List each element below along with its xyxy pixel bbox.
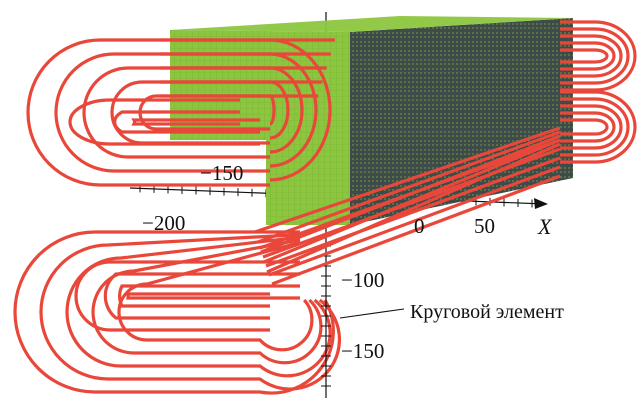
z-tick-label-neg100: −100 xyxy=(341,268,384,292)
right-coil-upper-bend xyxy=(560,48,609,64)
lower-coil-turn xyxy=(117,240,314,352)
coil-lead xyxy=(268,165,561,277)
coil-lead xyxy=(260,134,561,254)
x-tick-label-neg200: −200 xyxy=(142,211,185,235)
annotation-leader-line xyxy=(339,308,405,319)
upper-coil-inner-loop xyxy=(113,110,260,134)
upper-coil-bend xyxy=(160,52,318,168)
x-tick-label-neg150: −150 xyxy=(200,161,243,185)
right-coil-upper-bend xyxy=(560,41,616,71)
lower-coil-turn xyxy=(13,230,335,395)
right-coil-lower-bend xyxy=(560,104,623,150)
lower-coil-turn xyxy=(65,235,332,378)
right-coil-lower-bend xyxy=(560,90,637,164)
x-axis-name: X xyxy=(537,214,553,239)
upper-coil-turn xyxy=(110,80,323,145)
upper-coil-bend xyxy=(160,38,332,182)
right-coil-turns xyxy=(560,20,637,164)
mesh-top-face xyxy=(170,16,573,32)
lower-coil-inner-loop xyxy=(126,292,300,300)
lower-coil-inner-loop xyxy=(103,272,300,320)
lower-coil-inner-loop xyxy=(74,260,300,332)
x-tick-label-0: 0 xyxy=(414,214,425,238)
right-coil-upper-bend xyxy=(560,34,623,78)
lower-coil-turn xyxy=(91,238,323,365)
right-coil-lower-bend xyxy=(560,118,609,136)
upper-coil-turn xyxy=(82,66,327,159)
upper-coil-bend xyxy=(160,80,290,140)
coil-lead xyxy=(263,138,561,264)
upper-coil-inner-loop xyxy=(68,98,260,146)
upper-coil-turn xyxy=(54,52,331,173)
right-coil-lower-bend xyxy=(560,111,616,143)
lower-coil-turns xyxy=(13,230,342,395)
x-axis-arrow-icon xyxy=(534,198,548,209)
upper-coil-turn xyxy=(26,38,335,187)
right-coil-upper-bend xyxy=(560,20,637,92)
coil-lead xyxy=(254,126,561,234)
coil-lead xyxy=(257,130,561,244)
upper-coil-bend xyxy=(160,66,304,154)
right-coil-lower-bend xyxy=(560,97,630,157)
upper-coil-bend xyxy=(160,94,276,126)
x-tick-label-50: 50 xyxy=(474,214,495,238)
coil-lead xyxy=(271,174,561,286)
lower-coil-inner-loop xyxy=(118,284,300,308)
lower-coil-turn xyxy=(39,233,342,391)
upper-coil-turns xyxy=(26,38,335,187)
coil-connecting-leads xyxy=(254,126,561,286)
right-coil-upper-bend xyxy=(560,27,630,85)
upper-coil-inner-loop xyxy=(131,118,260,126)
coil-lead xyxy=(265,156,561,268)
z-tick-label-neg150: −150 xyxy=(341,339,384,363)
annotation-label: Круговой элемент xyxy=(410,301,564,323)
coil-lead xyxy=(266,142,561,274)
